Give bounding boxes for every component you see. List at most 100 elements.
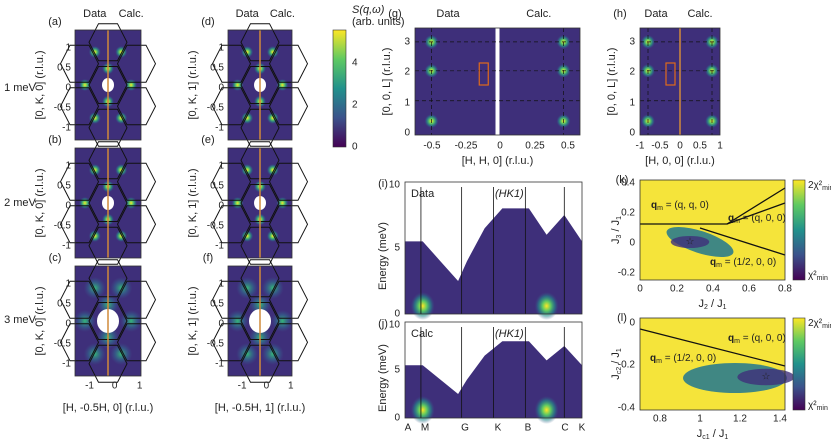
zone-hexagon xyxy=(268,87,309,126)
zone-hexagon xyxy=(88,302,128,340)
text-part: J xyxy=(697,428,703,440)
text-part: / J xyxy=(610,352,622,367)
y-tick-label: 0.5 xyxy=(210,181,224,192)
panel-label: (h) xyxy=(613,8,626,20)
intensity-spot xyxy=(115,164,128,176)
panel-label: (k) xyxy=(616,174,629,186)
x-tick-label: C xyxy=(561,423,568,434)
colorbar-title: S(q,ω) xyxy=(352,4,385,16)
axes-frame xyxy=(414,27,581,136)
zone-hexagon xyxy=(59,280,100,319)
text-part: = (q, 0, 0) xyxy=(740,213,786,224)
zone-hexagon xyxy=(268,323,309,362)
y-tick-label: -1 xyxy=(62,241,71,252)
colorbar xyxy=(332,29,347,148)
zone-boundaries xyxy=(211,141,309,265)
y-tick-label: 0.5 xyxy=(210,299,224,310)
zone-hexagon xyxy=(240,302,280,340)
text-part: m xyxy=(657,205,663,212)
text-part: 1 xyxy=(616,216,623,220)
intensity-spot xyxy=(271,310,294,332)
y-tick-label: 0 xyxy=(404,128,410,139)
y-tick-label: -1 xyxy=(62,359,71,370)
y-axis-label: Energy (meV) xyxy=(377,344,389,412)
y-axis-label: Energy (meV) xyxy=(377,222,389,290)
text-part: χ² xyxy=(808,270,817,281)
zone-boundaries xyxy=(59,23,157,147)
panel-label: (i) xyxy=(378,178,388,190)
text-part: m xyxy=(734,218,740,225)
colorbar xyxy=(792,179,806,281)
zone-hexagon xyxy=(116,323,157,362)
x-axis-label: [H, -0.5H, 0] (r.l.u.) xyxy=(63,402,153,414)
chi-minimum-core xyxy=(670,235,710,249)
y-tick-label: 0 xyxy=(65,83,71,94)
x-tick-label: 0.8 xyxy=(778,284,792,295)
axes-frame xyxy=(227,265,293,377)
x-tick-label: -1 xyxy=(85,381,94,392)
axes-frame xyxy=(639,27,721,136)
y-tick-label: 1 xyxy=(218,43,224,54)
text-part: c1 xyxy=(702,434,710,441)
colorbar-top-label: 2χ²min xyxy=(808,318,831,331)
y-tick-label: 0.5 xyxy=(57,63,71,74)
y-tick-label: 1 xyxy=(65,161,71,172)
x-axis-label: Jc1 / J1 xyxy=(697,428,729,441)
text-part: min xyxy=(822,323,831,330)
region-label: qm = (q, q, 0) xyxy=(651,200,709,213)
y-tick-label: 1 xyxy=(65,43,71,54)
zone-hexagon xyxy=(116,205,157,244)
x-tick-label: 0.25 xyxy=(525,141,545,152)
zone-hexagon xyxy=(59,205,100,244)
y-tick-label: -1 xyxy=(215,359,224,370)
text-part: min xyxy=(817,275,828,282)
phase-boundary xyxy=(699,227,786,256)
text-part: = (q, q, 0) xyxy=(663,200,709,211)
y-tick-label: 0 xyxy=(218,83,224,94)
colorbar xyxy=(792,317,806,411)
text-part: J xyxy=(610,238,622,244)
text-part: = (1/2, 0, 0) xyxy=(722,257,776,268)
text-part: / J xyxy=(710,428,725,440)
x-axis-label: [H, -0.5H, 1] (r.l.u.) xyxy=(215,402,305,414)
column-header: Calc. xyxy=(119,8,144,20)
row-label: 2 meV xyxy=(4,197,36,209)
text-part: 2χ² xyxy=(808,318,823,329)
y-axis-label: [0, K, 0] (r.l.u.) xyxy=(34,286,46,355)
text-part: χ² xyxy=(808,400,817,411)
x-tick-label: 0.4 xyxy=(706,284,720,295)
text-part: m xyxy=(656,358,662,365)
panel-label: (e) xyxy=(201,134,214,146)
colorbar-bottom-label: χ²min xyxy=(808,400,828,413)
panel-text: (HK1) xyxy=(495,188,524,200)
column-header: Calc. xyxy=(270,8,295,20)
zone-hexagon xyxy=(240,23,280,62)
panel-label: (l) xyxy=(617,312,627,324)
y-tick-label: -0.5 xyxy=(54,103,72,114)
y-tick-label: -0.2 xyxy=(618,268,636,279)
axes-frame xyxy=(74,29,142,141)
y-tick-label: 3 xyxy=(404,37,410,48)
zone-hexagon xyxy=(88,259,128,298)
y-axis-label: [0, K, 0] (r.l.u.) xyxy=(34,168,46,237)
y-tick-label: -0.5 xyxy=(54,339,72,350)
y-tick-label: 1 xyxy=(65,279,71,290)
x-tick-label: 1.4 xyxy=(773,414,787,425)
colorbar-tick-label: 2 xyxy=(352,100,358,111)
zone-hexagon xyxy=(211,205,252,244)
y-tick-label: -1 xyxy=(215,241,224,252)
integration-box xyxy=(478,62,489,86)
intensity-spot xyxy=(88,46,101,58)
panel-text: Calc xyxy=(411,328,434,340)
x-tick-label: 0 xyxy=(264,381,270,392)
chi-minimum-core xyxy=(737,368,795,386)
zone-hexagon xyxy=(59,44,100,83)
text-part: 1 xyxy=(723,304,727,311)
y-tick-label: -0.2 xyxy=(618,360,636,371)
x-tick-label: M xyxy=(421,423,429,434)
y-tick-label: -0.5 xyxy=(207,103,225,114)
x-tick-label: 1 xyxy=(288,381,294,392)
intensity-spot xyxy=(534,292,559,320)
y-tick-label: 2 xyxy=(629,67,635,78)
zone-boundaries xyxy=(211,259,309,383)
